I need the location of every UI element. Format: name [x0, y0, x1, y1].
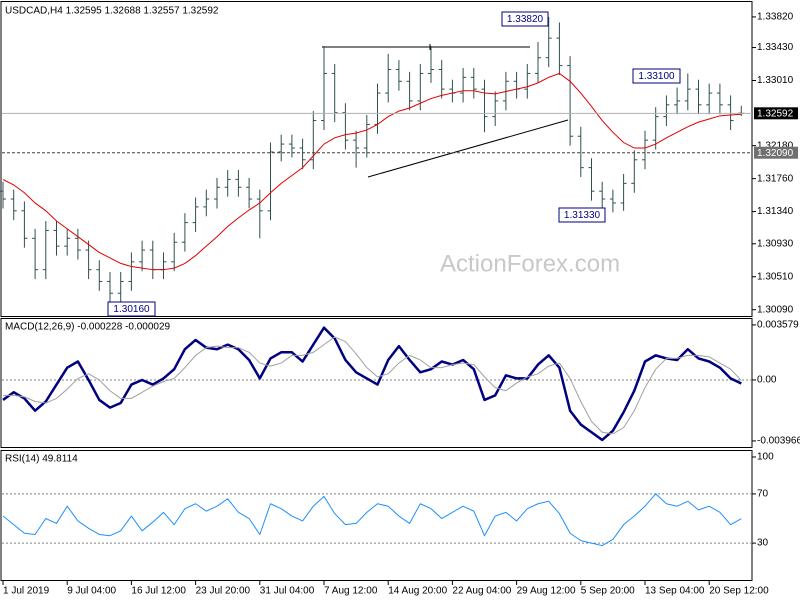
x-tick-label: 14 Aug 20:00 — [388, 586, 447, 597]
series-line — [2, 326, 742, 442]
y-tick-label: 1.33430 — [757, 42, 794, 53]
y-tick-label: 1.31340 — [757, 206, 794, 217]
y-tick-label: 1.30510 — [757, 271, 794, 282]
rsi-panel — [0, 450, 753, 581]
y-tick-label: 0.00 — [757, 375, 777, 386]
y-tick-label: 1.31760 — [757, 173, 794, 184]
annotations: 1.33820 1.33100 1.31330 1.30160 — [107, 11, 681, 317]
y-tick-label: 0.003579 — [757, 320, 799, 331]
macd-panel — [0, 318, 753, 448]
annotation: 1.33100 — [638, 71, 675, 82]
price-panel — [0, 1, 753, 317]
y-tick-label: 1.33010 — [757, 75, 794, 86]
price-label: 1.32592 — [757, 108, 794, 119]
y-tick-label: 1.30090 — [757, 304, 794, 315]
annotation-box — [501, 11, 549, 27]
x-tick-label: 22 Aug 04:00 — [452, 586, 511, 597]
x-tick-label: 16 Jul 12:00 — [131, 586, 186, 597]
y-tick-label: 30 — [757, 538, 769, 549]
annotation-box — [558, 207, 606, 223]
annotation: 1.31330 — [564, 210, 601, 221]
moving-average — [2, 72, 742, 271]
panel-title: RSI(14) 49.8114 — [5, 454, 78, 465]
x-tick-label: 9 Jul 04:00 — [67, 586, 116, 597]
x-tick-label: 20 Sep 12:00 — [709, 586, 769, 597]
x-tick-label: 23 Jul 20:00 — [196, 586, 251, 597]
x-tick-label: 13 Sep 04:00 — [645, 586, 705, 597]
x-tick-label: 5 Sep 20:00 — [581, 586, 635, 597]
y-tick-label: 1.32180 — [757, 140, 794, 151]
price-label-box — [754, 146, 798, 159]
price-label-box — [754, 107, 798, 120]
trendline — [367, 119, 569, 178]
panel-title: MACD(12,26,9) -0.000228 -0.000029 — [5, 322, 171, 333]
y-tick-label: -0.003966 — [757, 436, 800, 447]
y-tick-label: 100 — [757, 452, 774, 463]
price-label: 1.32090 — [757, 148, 794, 159]
watermark: ActionForex.com — [440, 250, 620, 277]
y-tick-label: 1.33820 — [757, 12, 794, 23]
x-tick-label: 31 Jul 04:00 — [260, 586, 315, 597]
annotation-box — [632, 68, 681, 84]
x-tick-label: 7 Aug 12:00 — [324, 586, 378, 597]
x-tick-label: 1 Jul 2019 — [3, 586, 50, 597]
series-line — [3, 336, 742, 435]
annotation: 1.30160 — [113, 304, 150, 315]
y-tick-label: 1.30930 — [757, 238, 794, 249]
x-tick-label: 29 Aug 12:00 — [517, 586, 576, 597]
annotation-box — [107, 301, 156, 317]
series-line — [2, 493, 742, 547]
y-tick-label: 70 — [757, 489, 769, 500]
annotation: 1.33820 — [507, 14, 544, 25]
panel-title: USDCAD,H4 1.32595 1.32688 1.32557 1.3259… — [5, 6, 219, 17]
